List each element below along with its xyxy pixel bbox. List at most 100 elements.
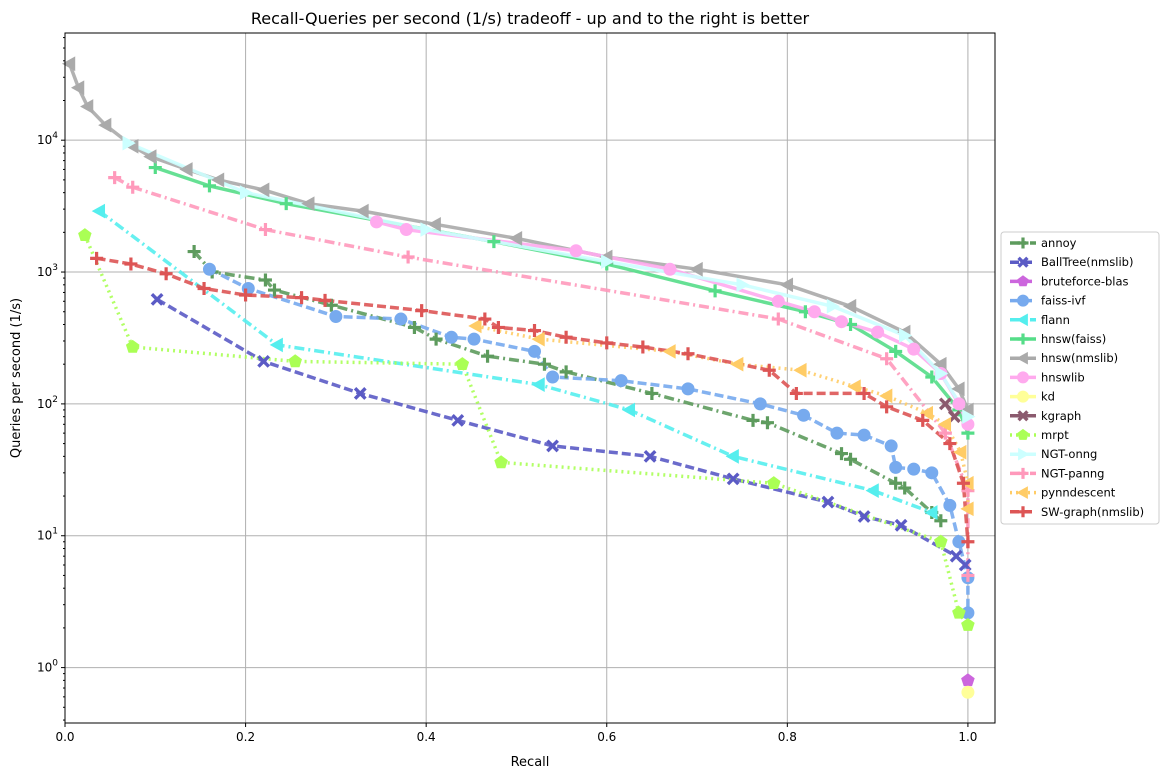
data-point-faiss-ivf — [546, 370, 560, 384]
legend-item-hnsw-nmslib: hnsw(nmslib) — [1010, 351, 1118, 365]
data-point-faiss-ivf — [329, 310, 343, 324]
data-point-annoy — [746, 413, 760, 427]
data-point-sw-graph-nmslib — [90, 251, 104, 265]
legend-item-mrpt: mrpt — [1010, 428, 1069, 442]
data-point-mrpt — [288, 354, 302, 368]
data-point-hnswlib — [399, 223, 413, 237]
data-point-sw-graph-nmslib — [559, 330, 573, 344]
x-axis-label: Recall — [511, 755, 550, 770]
chart-title: Recall-Queries per second (1/s) tradeoff… — [251, 9, 810, 28]
legend: annoy BallTree(nmslib) bruteforce-blas fais… — [1000, 231, 1160, 525]
legend-label: hnsw(faiss) — [1041, 332, 1106, 346]
data-point-sw-graph-nmslib — [636, 340, 650, 354]
x-tick-label: 0.2 — [236, 730, 255, 744]
data-point-sw-graph-nmslib — [789, 386, 803, 400]
data-point-faiss-ivf — [925, 466, 939, 480]
series-line-ngt-panng — [113, 176, 970, 576]
data-point-faiss-ivf — [889, 460, 903, 474]
legend-box — [1000, 231, 1160, 525]
data-point-faiss-ivf — [943, 498, 957, 512]
data-point-annoy — [537, 357, 551, 371]
data-point-mrpt — [767, 476, 781, 489]
series-markers-annoy — [187, 245, 948, 528]
series-line-annoy — [192, 250, 942, 522]
legend-item-hnswlib: hnswlib — [1010, 370, 1085, 384]
series-line-hnsw-faiss — [154, 165, 970, 434]
data-point-sw-graph-nmslib — [528, 324, 542, 338]
data-point-ngt-onng — [826, 298, 841, 314]
data-point-sw-graph-nmslib — [681, 347, 695, 361]
series-markers-faiss-ivf — [202, 262, 975, 620]
data-point-mrpt — [961, 617, 975, 631]
data-point-pynndescent — [879, 388, 893, 404]
data-point-faiss-ivf — [753, 397, 767, 411]
y-tick-base: 10 — [37, 397, 52, 411]
x-tick-label: 0.4 — [417, 730, 436, 744]
y-tick-base: 10 — [37, 133, 52, 147]
y-tick-exponent: 3 — [52, 263, 58, 273]
data-point-flann — [269, 337, 283, 353]
data-point-hnsw-nmslib — [71, 80, 85, 96]
data-point-hnsw-nmslib — [143, 149, 157, 165]
data-point-sw-graph-nmslib — [880, 400, 894, 414]
data-point-pynndescent — [468, 318, 482, 334]
data-point-ngt-onng — [935, 366, 949, 381]
series-markers-ngt-onng — [122, 135, 976, 425]
data-point-annoy — [559, 365, 573, 379]
grid-lines — [64, 33, 995, 723]
data-point-faiss-ivf — [467, 332, 481, 346]
data-point-pynndescent — [531, 331, 545, 347]
data-point-hnswlib — [835, 315, 849, 329]
data-point-pynndescent — [847, 379, 861, 395]
data-point-balltree-nmslib — [958, 558, 972, 572]
y-tick-label: 103 — [37, 263, 58, 279]
data-point-sw-graph-nmslib — [318, 293, 332, 307]
data-point-ngt-panng — [938, 426, 952, 440]
data-point-annoy — [1017, 237, 1029, 249]
data-point-faiss-ivf — [614, 374, 628, 388]
data-point-hnswlib — [663, 262, 677, 276]
y-tick-exponent: 4 — [52, 131, 58, 141]
y-tick-label: 101 — [37, 527, 58, 543]
data-point-hnswlib — [1017, 371, 1029, 384]
data-point-sw-graph-nmslib — [1017, 506, 1029, 518]
legend-label: NGT-panng — [1041, 466, 1104, 480]
data-point-flann — [531, 377, 545, 392]
data-point-faiss-ivf — [444, 330, 458, 344]
data-point-hnswlib — [370, 215, 384, 229]
data-point-hnswlib — [771, 294, 785, 308]
data-point-kgraph — [1017, 410, 1029, 422]
series-markers-ngt-panng — [108, 171, 975, 582]
data-point-hnsw-nmslib — [301, 196, 315, 212]
data-point-balltree-nmslib — [546, 439, 559, 453]
x-tick-label: 1.0 — [958, 730, 977, 744]
data-point-faiss-ivf — [797, 408, 811, 422]
data-point-sw-graph-nmslib — [600, 336, 614, 350]
series-markers-sw-graph-nmslib — [90, 251, 975, 549]
data-point-hnsw-nmslib — [1016, 351, 1028, 365]
legend-label: kgraph — [1041, 409, 1081, 423]
data-point-pynndescent — [937, 416, 952, 432]
x-tick-label: 0.0 — [55, 730, 74, 744]
data-point-ngt-panng — [108, 171, 122, 185]
series-markers-kd — [961, 685, 975, 699]
plot-frame — [64, 32, 996, 724]
data-point-sw-graph-nmslib — [478, 312, 492, 326]
legend-label: mrpt — [1041, 428, 1069, 442]
legend-item-flann: flann — [1010, 313, 1070, 327]
data-point-hnsw-nmslib — [951, 381, 965, 397]
data-point-annoy — [407, 320, 421, 334]
data-point-sw-graph-nmslib — [159, 267, 173, 281]
data-point-pynndescent — [953, 444, 967, 460]
data-point-ngt-panng — [258, 223, 272, 237]
legend-item-hnsw-faiss: hnsw(faiss) — [1010, 332, 1106, 346]
data-point-balltree-nmslib — [451, 413, 465, 427]
series-markers-mrpt — [78, 228, 975, 631]
data-point-annoy — [267, 283, 281, 297]
series-line-faiss-ivf — [208, 267, 970, 613]
data-point-ngt-panng — [771, 312, 785, 326]
data-point-annoy — [760, 416, 774, 430]
data-point-sw-graph-nmslib — [961, 535, 975, 549]
data-point-hnsw-faiss — [487, 235, 501, 249]
x-tick-label: 0.6 — [597, 730, 616, 744]
